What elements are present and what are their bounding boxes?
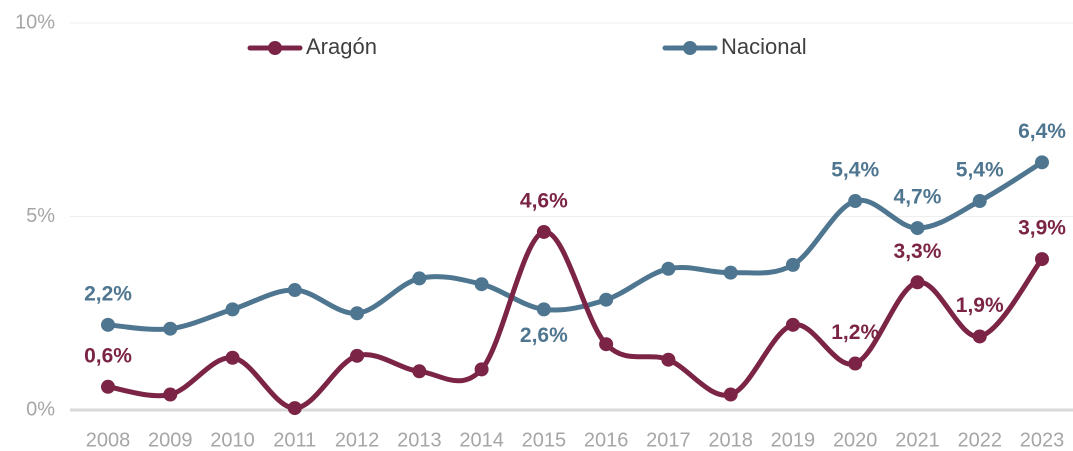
data-point — [785, 257, 800, 272]
data-point — [350, 348, 365, 363]
data-point — [785, 317, 800, 332]
data-point — [163, 387, 178, 402]
data-point — [723, 265, 738, 280]
x-tick-label: 2014 — [459, 429, 504, 451]
data-point — [474, 362, 489, 377]
data-point — [848, 356, 863, 371]
data-point — [910, 221, 925, 236]
data-point — [225, 350, 240, 365]
legend-label: Aragón — [306, 34, 377, 59]
x-tick-label: 2013 — [397, 429, 442, 451]
data-label: 5,4% — [831, 159, 879, 182]
x-tick-label: 2018 — [708, 429, 753, 451]
y-tick-label: 10% — [15, 11, 55, 33]
data-point — [225, 302, 240, 317]
legend-marker — [268, 41, 282, 55]
data-point — [661, 352, 676, 367]
data-point — [101, 379, 115, 394]
data-label: 0,6% — [84, 344, 132, 367]
data-point — [412, 364, 427, 379]
data-point — [536, 302, 551, 317]
x-tick-label: 2009 — [148, 429, 193, 451]
data-point — [599, 292, 614, 307]
data-point — [599, 337, 614, 352]
x-tick-label: 2022 — [957, 429, 1002, 451]
data-point — [101, 317, 115, 332]
data-point — [972, 194, 987, 209]
x-tick-label: 2016 — [584, 429, 629, 451]
x-tick-label: 2017 — [646, 429, 691, 451]
data-label: 2,6% — [520, 324, 568, 347]
x-tick-label: 2015 — [522, 429, 567, 451]
data-point — [287, 283, 302, 298]
x-tick-label: 2010 — [210, 429, 255, 451]
series-line — [107, 229, 1044, 411]
x-tick-label: 2023 — [1020, 429, 1065, 451]
x-tick-label: 2008 — [86, 429, 131, 451]
data-point — [350, 306, 365, 321]
legend-label: Nacional — [721, 34, 807, 59]
data-label: 4,7% — [894, 186, 942, 209]
legend-marker — [683, 41, 697, 55]
x-tick-label: 2011 — [273, 429, 316, 451]
y-tick-label: 0% — [26, 398, 55, 420]
data-label: 5,4% — [956, 159, 1004, 182]
y-tick-label: 5% — [26, 205, 55, 227]
x-tick-label: 2021 — [895, 429, 940, 451]
data-point — [287, 401, 302, 416]
data-point — [163, 321, 178, 336]
data-label: 3,9% — [1018, 217, 1066, 240]
data-label: 1,2% — [831, 321, 879, 344]
data-point — [972, 329, 987, 344]
data-point — [1035, 252, 1049, 267]
data-label: 2,2% — [84, 282, 132, 305]
x-tick-label: 2012 — [335, 429, 380, 451]
data-label: 1,9% — [956, 294, 1004, 317]
x-tick-label: 2020 — [833, 429, 878, 451]
data-point — [474, 277, 489, 292]
data-label: 4,6% — [520, 190, 568, 213]
data-point — [1035, 155, 1049, 170]
data-point — [536, 224, 551, 239]
x-tick-label: 2019 — [771, 429, 816, 451]
data-point — [661, 261, 676, 276]
data-point — [412, 271, 427, 286]
data-point — [848, 194, 863, 209]
data-point — [910, 275, 925, 290]
data-point — [723, 387, 738, 402]
data-label: 3,3% — [894, 240, 942, 263]
data-label: 6,4% — [1018, 120, 1066, 143]
